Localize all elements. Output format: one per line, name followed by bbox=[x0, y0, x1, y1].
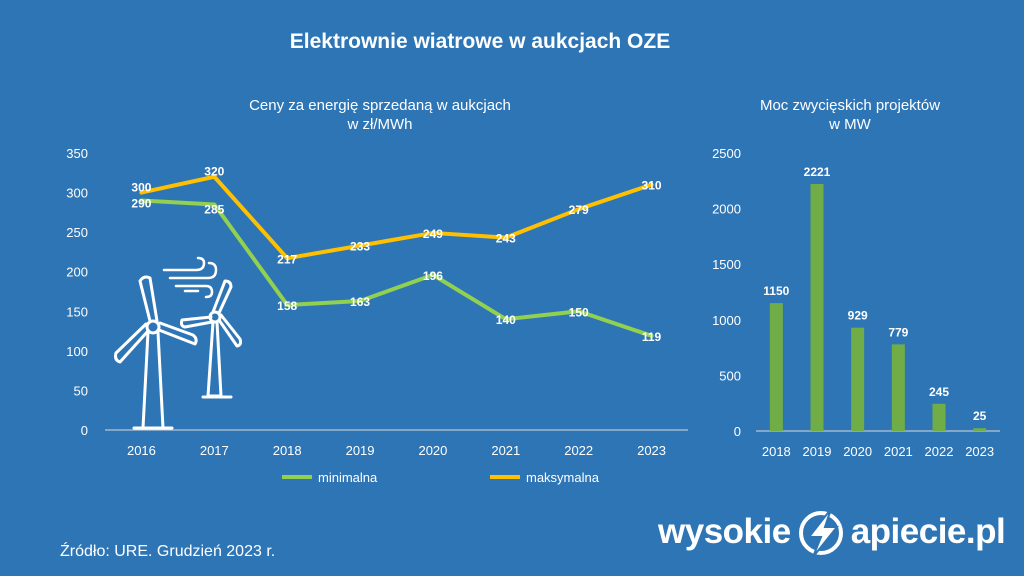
bar-x-tick-label: 2022 bbox=[925, 444, 954, 459]
line-y-tick-label: 100 bbox=[66, 344, 88, 359]
bar-chart-unit: w MW bbox=[829, 116, 871, 133]
data-label-minimalna: 158 bbox=[277, 299, 297, 313]
bar-y-tick-label: 500 bbox=[719, 368, 741, 383]
brand-logo[interactable]: wysokie apiecie.pl bbox=[658, 507, 1006, 557]
line-x-tick-label: 2019 bbox=[346, 443, 375, 458]
line-y-tick-label: 0 bbox=[81, 423, 88, 438]
data-label-maksymalna: 279 bbox=[569, 203, 589, 217]
data-label-maksymalna: 300 bbox=[131, 181, 151, 195]
line-y-tick-label: 250 bbox=[66, 225, 88, 240]
data-label-minimalna: 140 bbox=[496, 313, 516, 327]
data-label-maksymalna: 233 bbox=[350, 240, 370, 254]
data-label-maksymalna: 217 bbox=[277, 252, 297, 266]
bar-chart-title-text: Moc zwycięskich projektów bbox=[759, 97, 941, 114]
series-line-maksymalna bbox=[139, 174, 654, 261]
bar-y-tick-label: 1000 bbox=[712, 313, 741, 328]
bar-2022 bbox=[932, 403, 946, 431]
bar-x-tick-label: 2019 bbox=[803, 444, 832, 459]
wind-turbine-icon bbox=[114, 275, 243, 430]
line-y-tick-label: 50 bbox=[74, 383, 88, 398]
bar-2020 bbox=[851, 327, 865, 431]
line-x-tick-label: 2020 bbox=[418, 443, 447, 458]
wind-gust-icon bbox=[162, 256, 218, 299]
line-y-tick-label: 150 bbox=[66, 304, 88, 319]
bar-y-tick-label: 2000 bbox=[712, 202, 741, 217]
legend-label-minimalna: minimalna bbox=[318, 470, 378, 485]
bar-y-tick-label: 1500 bbox=[712, 257, 741, 272]
bar-x-tick-label: 2018 bbox=[762, 444, 791, 459]
bar-value-label: 1150 bbox=[763, 284, 789, 298]
data-label-maksymalna: 249 bbox=[423, 227, 443, 241]
bar-chart: 0 500 1000 1500 2000 2500 2018 2019 2020 2021 2022… bbox=[712, 146, 1000, 459]
line-y-tick-label: 300 bbox=[66, 186, 88, 201]
data-label-minimalna: 119 bbox=[642, 330, 662, 344]
bar-x-tick-label: 2020 bbox=[843, 444, 872, 459]
line-y-tick-label: 200 bbox=[66, 265, 88, 280]
line-x-tick-label: 2018 bbox=[273, 443, 302, 458]
data-label-maksymalna: 243 bbox=[496, 232, 516, 246]
series-line-minimalna bbox=[139, 198, 654, 338]
line-y-tick-label: 350 bbox=[66, 146, 88, 161]
brand-text-right: apiecie.pl bbox=[850, 512, 1006, 551]
line-chart: 0 50 100 150 200 250 300 350 2016 2017 2018 2019 202… bbox=[66, 146, 688, 485]
bar-value-label: 779 bbox=[888, 325, 908, 339]
source-note: Źródło: URE. Grudzień 2023 r. bbox=[60, 543, 276, 560]
bar-2023 bbox=[973, 428, 987, 431]
data-label-minimalna: 163 bbox=[350, 295, 370, 309]
line-chart-unit: w zł/MWh bbox=[347, 116, 413, 133]
bar-2018 bbox=[769, 303, 783, 431]
legend-label-maksymalna: maksymalna bbox=[526, 470, 600, 485]
brand-text-left: wysokie bbox=[658, 512, 791, 551]
line-chart-title-text: Ceny za energię sprzedaną w aukcjach bbox=[249, 97, 511, 114]
lightning-bolt-icon bbox=[798, 508, 843, 557]
bar-2019 bbox=[810, 184, 824, 431]
bar-value-label: 2221 bbox=[804, 165, 831, 179]
bar-x-tick-label: 2023 bbox=[965, 444, 994, 459]
data-label-minimalna: 150 bbox=[569, 305, 589, 319]
data-label-maksymalna: 310 bbox=[642, 179, 662, 193]
bar-value-label: 929 bbox=[848, 309, 868, 323]
line-x-tick-label: 2022 bbox=[564, 443, 593, 458]
line-x-tick-label: 2016 bbox=[127, 443, 156, 458]
data-label-minimalna: 290 bbox=[131, 196, 151, 210]
bar-chart-title: Moc zwycięskich projektów w MW bbox=[730, 96, 970, 134]
data-label-minimalna: 285 bbox=[204, 202, 224, 216]
line-x-tick-label: 2023 bbox=[637, 443, 666, 458]
line-x-tick-label: 2021 bbox=[491, 443, 520, 458]
bar-value-label: 25 bbox=[973, 409, 987, 423]
bar-y-tick-label: 2500 bbox=[712, 146, 741, 161]
data-label-minimalna: 196 bbox=[423, 269, 443, 283]
line-chart-title: Ceny za energię sprzedaną w aukcjach w z… bbox=[230, 96, 530, 134]
data-label-maksymalna: 320 bbox=[204, 165, 224, 179]
bar-y-tick-label: 0 bbox=[734, 424, 741, 439]
line-x-tick-label: 2017 bbox=[200, 443, 229, 458]
bar-2021 bbox=[891, 344, 905, 431]
page-title: Elektrownie wiatrowe w aukcjach OZE bbox=[289, 30, 671, 53]
bar-x-tick-label: 2021 bbox=[884, 444, 913, 459]
bar-value-label: 245 bbox=[929, 385, 949, 399]
